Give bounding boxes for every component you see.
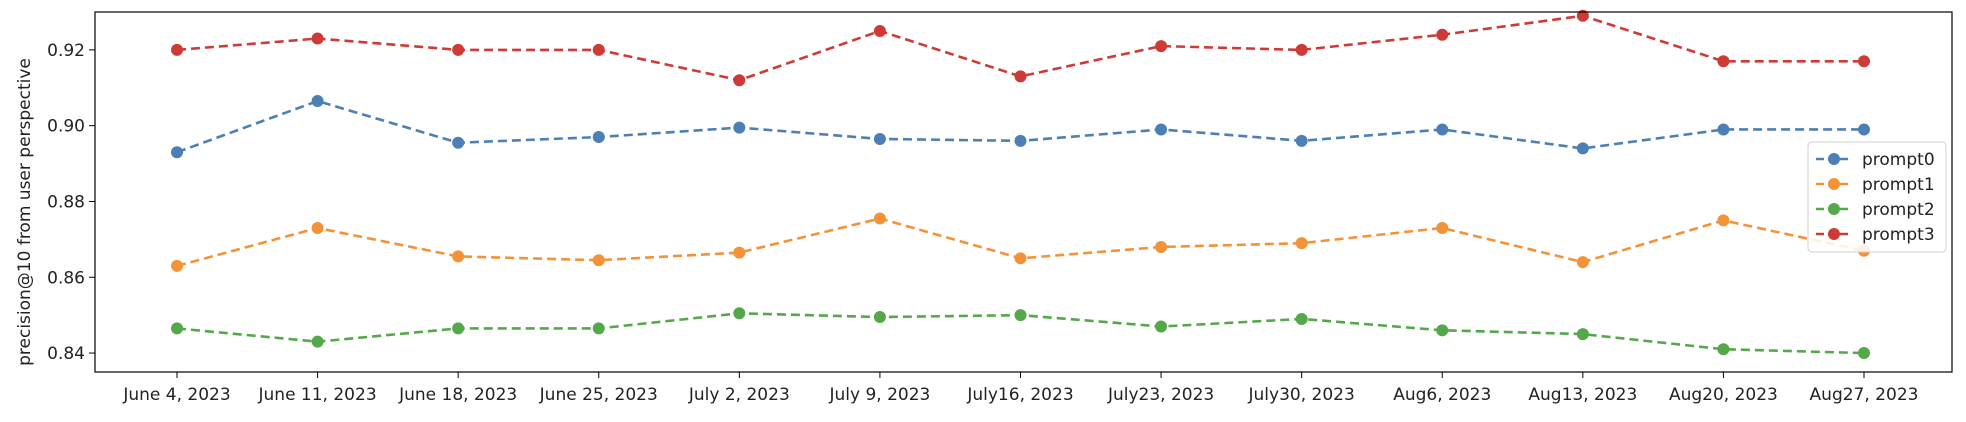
data-point	[873, 132, 886, 145]
x-tick-label: Aug27, 2023	[1810, 385, 1919, 405]
data-point	[1155, 320, 1168, 333]
y-tick-label: 0.86	[47, 268, 85, 288]
legend-item-prompt3: prompt3	[1816, 225, 1935, 245]
x-tick-label: June 11, 2023	[258, 385, 377, 405]
data-point	[311, 222, 324, 234]
x-tick-label: July23, 2023	[1107, 385, 1214, 405]
data-point	[733, 246, 746, 259]
y-tick-label: 0.90	[47, 117, 85, 137]
plot-frame	[94, 11, 1953, 373]
data-point	[873, 212, 886, 225]
data-point	[873, 311, 886, 324]
data-point	[1436, 324, 1449, 337]
x-axis: June 4, 2023 June 11, 2023 June 18, 2023 Ju…	[122, 372, 1918, 405]
data-point	[1014, 134, 1027, 147]
data-point	[1295, 43, 1308, 56]
legend-marker	[1828, 178, 1840, 190]
x-tick-label: Aug6, 2023	[1393, 385, 1491, 405]
legend-label: prompt3	[1862, 225, 1935, 245]
data-point	[1717, 55, 1730, 68]
legend-label: prompt2	[1862, 200, 1935, 220]
series-prompt2	[171, 307, 1870, 360]
x-tick-label: July 9, 2023	[828, 385, 930, 405]
legend-label: prompt0	[1862, 150, 1935, 170]
data-point	[1295, 237, 1308, 250]
legend: prompt0 prompt1 prompt2 prompt3	[1807, 141, 1947, 253]
data-point	[1858, 55, 1870, 68]
data-point	[592, 131, 605, 144]
data-point	[311, 95, 324, 108]
data-point	[1576, 142, 1589, 155]
x-tick-label: June 25, 2023	[539, 385, 658, 405]
legend-label: prompt1	[1862, 175, 1935, 195]
data-point	[592, 43, 605, 56]
data-point	[1858, 123, 1870, 136]
x-tick-label: June 4, 2023	[122, 385, 230, 405]
legend-item-prompt2: prompt2	[1816, 200, 1935, 220]
data-point	[733, 307, 746, 320]
legend-marker	[1828, 203, 1840, 215]
data-point	[1014, 70, 1027, 83]
data-point	[733, 121, 746, 134]
x-tick-label: July16, 2023	[966, 385, 1073, 405]
series-prompt0	[171, 95, 1870, 159]
x-tick-label: July30, 2023	[1248, 385, 1355, 405]
data-point	[733, 74, 746, 87]
data-point	[1295, 312, 1308, 325]
data-point	[1576, 256, 1589, 269]
x-tick-label: Aug13, 2023	[1528, 385, 1637, 405]
data-point	[171, 322, 183, 335]
data-point	[1436, 28, 1449, 41]
data-point	[592, 254, 605, 267]
data-point	[592, 322, 605, 335]
data-point	[1436, 222, 1449, 234]
data-point	[1717, 343, 1730, 356]
data-point	[1436, 123, 1449, 136]
data-point	[1155, 240, 1168, 253]
y-axis-title: precision@10 from user perspective	[15, 58, 35, 366]
legend-item-prompt1: prompt1	[1816, 175, 1935, 195]
legend-box	[1807, 141, 1947, 253]
data-point	[1717, 123, 1730, 136]
y-axis: 0.84 0.86 0.88 0.90 0.92	[47, 41, 95, 364]
legend-item-prompt0: prompt0	[1816, 150, 1935, 170]
plot-series	[171, 9, 1870, 360]
y-tick-label: 0.84	[47, 344, 85, 364]
data-point	[452, 136, 465, 149]
data-point	[873, 24, 886, 37]
x-tick-label: July 2, 2023	[688, 385, 790, 405]
x-tick-label: June 18, 2023	[398, 385, 517, 405]
legend-marker	[1828, 228, 1840, 240]
data-point	[1295, 134, 1308, 147]
data-point	[311, 32, 324, 45]
y-tick-label: 0.88	[47, 192, 85, 212]
series-prompt1	[171, 212, 1870, 272]
y-tick-label: 0.92	[47, 41, 85, 61]
data-point	[311, 335, 324, 348]
data-point	[1717, 214, 1730, 227]
data-point	[1576, 328, 1589, 341]
data-point	[171, 146, 183, 159]
data-point	[452, 250, 465, 263]
data-point	[1858, 347, 1870, 360]
legend-marker	[1828, 153, 1840, 165]
data-point	[1014, 309, 1027, 322]
data-point	[171, 43, 183, 56]
data-point	[1576, 9, 1589, 22]
data-point	[1155, 123, 1168, 136]
series-prompt3	[171, 9, 1870, 87]
data-point	[1014, 252, 1027, 265]
data-point	[452, 43, 465, 56]
x-tick-label: Aug20, 2023	[1669, 385, 1778, 405]
data-point	[171, 259, 183, 272]
data-point	[1155, 40, 1168, 53]
data-point	[452, 322, 465, 335]
